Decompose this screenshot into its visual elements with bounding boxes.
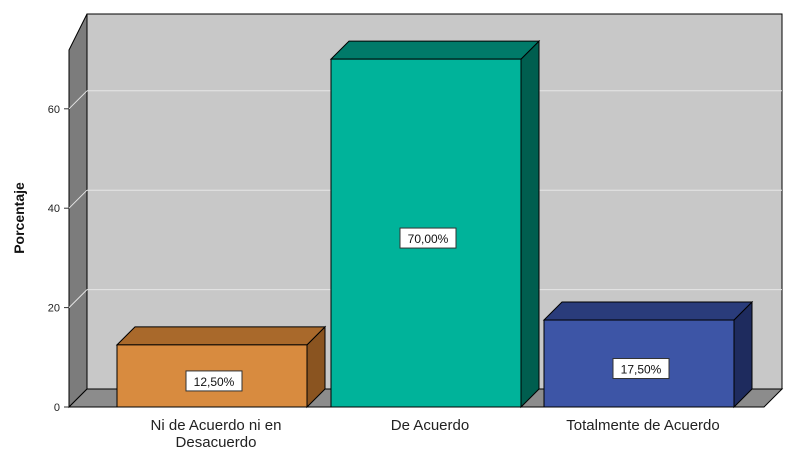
y-tick-label: 40 <box>48 203 60 215</box>
y-axis-title: Porcentaje <box>11 182 27 254</box>
data-label: 12,50% <box>185 370 243 392</box>
y-tick-label: 60 <box>48 104 60 116</box>
bar: 12,50% <box>115 325 327 409</box>
data-label-text: 12,50% <box>194 375 235 389</box>
y-axis: 0 20 40 60 <box>48 104 69 414</box>
data-label-text: 17,50% <box>621 363 662 377</box>
bar-top <box>115 326 327 346</box>
bar: 70,00% <box>329 39 541 409</box>
bar-top <box>542 301 754 321</box>
x-tick-label: Desacuerdo <box>176 434 257 451</box>
gridline-side <box>68 289 88 308</box>
data-label: 70,00% <box>399 227 457 249</box>
x-tick-label: Totalmente de Acuerdo <box>566 417 719 434</box>
data-label-box <box>399 227 457 249</box>
side-wall <box>68 13 88 409</box>
y-tick-label: 20 <box>48 303 60 315</box>
y-tick-label: 0 <box>54 402 60 414</box>
bar: 17,50% <box>542 300 754 409</box>
bar-side <box>520 39 540 409</box>
x-tick-label: Ni de Acuerdo ni en <box>151 417 282 434</box>
bar-top <box>329 40 541 60</box>
data-label-box <box>185 370 243 392</box>
data-label: 17,50% <box>612 358 670 380</box>
bars: 12,50% 70,00% 17,50% <box>115 39 754 409</box>
gridline-side <box>68 90 88 110</box>
data-label-box <box>612 358 670 380</box>
data-label-text: 70,00% <box>408 232 449 246</box>
x-tick-label: De Acuerdo <box>391 417 469 434</box>
gridline-side <box>68 189 88 209</box>
